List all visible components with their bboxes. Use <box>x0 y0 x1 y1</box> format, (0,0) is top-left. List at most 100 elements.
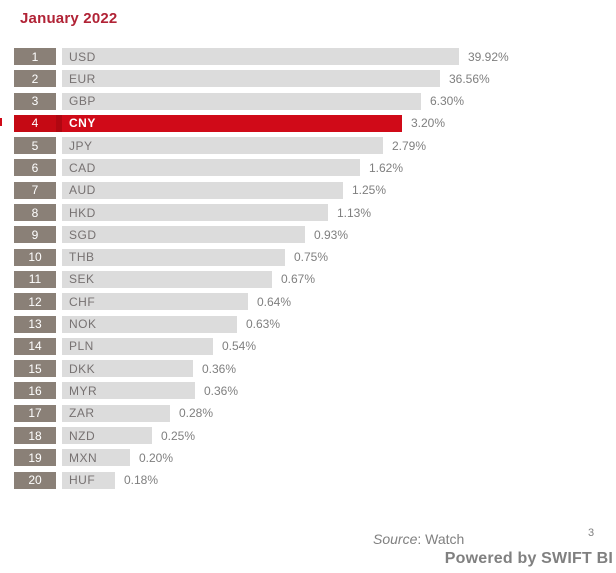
currency-code-label: AUD <box>69 183 96 198</box>
currency-code-label: SGD <box>69 227 97 242</box>
percent-label: 0.36% <box>202 361 237 376</box>
currency-bar: GBP <box>62 92 421 110</box>
source-value: : Watch <box>417 531 465 547</box>
currency-code-label: USD <box>69 49 96 64</box>
currency-code-label: PLN <box>69 339 94 354</box>
percent-label: 0.36% <box>204 383 239 398</box>
percent-label: 0.93% <box>314 227 349 242</box>
percent-label: 36.56% <box>449 71 490 86</box>
currency-bar: USD <box>62 48 459 65</box>
currency-bar: AUD <box>62 181 343 199</box>
rank-badge: 20 <box>14 471 56 489</box>
currency-code-label: NOK <box>69 317 97 332</box>
powered-by-label: Powered by SWIFT BI <box>444 550 613 567</box>
currency-code-label: HUF <box>69 473 96 488</box>
rank-badge: 3 <box>14 92 56 110</box>
currency-bar: MYR <box>62 382 195 400</box>
currency-ranking-list: 1 USD 39.92% 2 EUR 36.56% 3 GBP 6.30% 4 CNY 3.20% 5 J… <box>14 48 616 489</box>
currency-bar: HKD <box>62 204 328 222</box>
currency-bar: EUR <box>62 70 440 88</box>
currency-code-label: CAD <box>69 160 96 175</box>
currency-bar: MXN <box>62 449 130 467</box>
percent-label: 2.79% <box>392 138 427 153</box>
table-row: 14 PLN 0.54% <box>14 337 616 355</box>
currency-code-label: SEK <box>69 272 95 287</box>
rank-badge: 11 <box>14 270 56 288</box>
table-row: 4 CNY 3.20% <box>14 114 616 132</box>
left-edge-red-mark <box>0 118 2 126</box>
percent-label: 0.25% <box>161 428 196 443</box>
table-row: 18 NZD 0.25% <box>14 427 616 445</box>
percent-label: 39.92% <box>468 49 509 64</box>
rank-badge: 12 <box>14 293 56 311</box>
percent-label: 0.18% <box>124 473 159 488</box>
table-row: 19 MXN 0.20% <box>14 449 616 467</box>
currency-bar: PLN <box>62 337 213 355</box>
table-row: 15 DKK 0.36% <box>14 360 616 378</box>
percent-label: 6.30% <box>430 94 465 109</box>
table-row: 7 AUD 1.25% <box>14 181 616 199</box>
table-row: 13 NOK 0.63% <box>14 315 616 333</box>
currency-bar: THB <box>62 248 285 266</box>
table-row: 20 HUF 0.18% <box>14 471 616 489</box>
table-row: 3 GBP 6.30% <box>14 92 616 110</box>
percent-label: 0.63% <box>246 317 281 332</box>
table-row: 1 USD 39.92% <box>14 48 616 65</box>
rank-badge: 9 <box>14 226 56 244</box>
currency-bar: CNY <box>62 114 402 132</box>
rank-badge: 6 <box>14 159 56 177</box>
rank-badge: 4 <box>14 114 62 132</box>
table-row: 9 SGD 0.93% <box>14 226 616 244</box>
currency-code-label: NZD <box>69 428 96 443</box>
rank-badge: 10 <box>14 248 56 266</box>
percent-label: 0.75% <box>294 250 329 265</box>
rank-badge: 1 <box>14 48 56 65</box>
percent-label: 0.67% <box>281 272 316 287</box>
currency-code-label: MXN <box>69 450 98 465</box>
table-row: 10 THB 0.75% <box>14 248 616 266</box>
percent-label: 1.25% <box>352 183 387 198</box>
percent-label: 0.54% <box>222 339 257 354</box>
page-title: January 2022 <box>20 10 118 27</box>
currency-code-label: ZAR <box>69 406 95 421</box>
currency-bar: HUF <box>62 471 115 489</box>
table-row: 5 JPY 2.79% <box>14 137 616 155</box>
rank-badge: 18 <box>14 427 56 445</box>
source-label: Source <box>373 531 418 547</box>
percent-label: 0.64% <box>257 294 292 309</box>
currency-bar: ZAR <box>62 404 170 422</box>
rank-badge: 13 <box>14 315 56 333</box>
rank-badge: 2 <box>14 70 56 88</box>
percent-label: 3.20% <box>411 116 446 131</box>
currency-code-label: JPY <box>69 138 93 153</box>
currency-bar: SEK <box>62 270 272 288</box>
currency-bar: DKK <box>62 360 193 378</box>
currency-code-label: CHF <box>69 294 96 309</box>
currency-bar: NOK <box>62 315 237 333</box>
percent-label: 0.28% <box>179 406 214 421</box>
table-row: 12 CHF 0.64% <box>14 293 616 311</box>
currency-code-label: MYR <box>69 383 98 398</box>
currency-code-label: DKK <box>69 361 96 376</box>
rank-badge: 5 <box>14 137 56 155</box>
currency-bar: CHF <box>62 293 248 311</box>
currency-bar: SGD <box>62 226 305 244</box>
currency-code-label: HKD <box>69 205 96 220</box>
rank-badge: 14 <box>14 337 56 355</box>
table-row: 2 EUR 36.56% <box>14 70 616 88</box>
rank-badge: 19 <box>14 449 56 467</box>
table-row: 16 MYR 0.36% <box>14 382 616 400</box>
table-row: 11 SEK 0.67% <box>14 270 616 288</box>
currency-code-label: THB <box>69 250 95 265</box>
table-row: 8 HKD 1.13% <box>14 204 616 222</box>
percent-label: 1.62% <box>369 160 404 175</box>
table-row: 17 ZAR 0.28% <box>14 404 616 422</box>
rank-badge: 16 <box>14 382 56 400</box>
currency-bar: NZD <box>62 427 152 445</box>
percent-label: 0.20% <box>139 450 174 465</box>
table-row: 6 CAD 1.62% <box>14 159 616 177</box>
currency-code-label: CNY <box>69 116 96 131</box>
percent-label: 1.13% <box>337 205 372 220</box>
page-number: 3 <box>588 527 595 539</box>
